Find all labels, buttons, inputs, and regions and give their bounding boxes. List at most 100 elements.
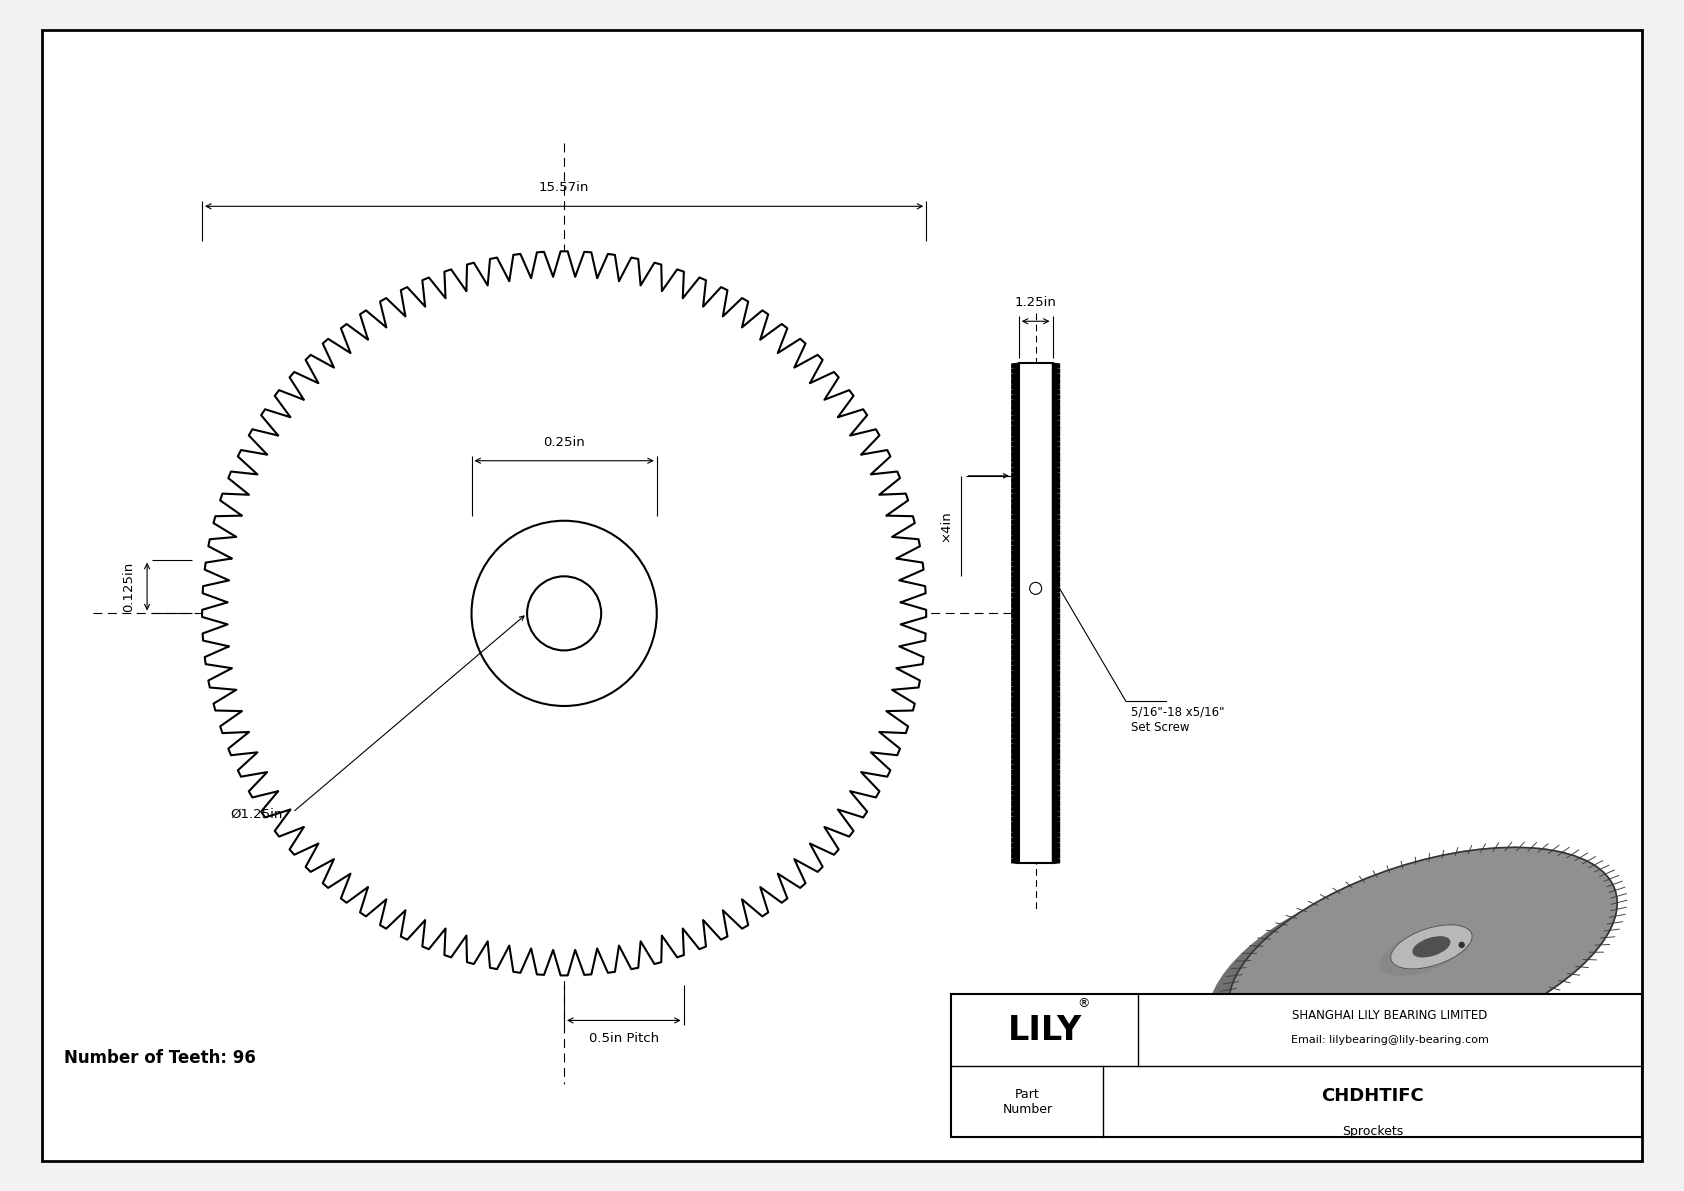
Polygon shape: [1012, 769, 1019, 775]
Polygon shape: [1052, 754, 1059, 760]
Polygon shape: [1052, 436, 1059, 442]
Polygon shape: [1012, 697, 1019, 701]
Polygon shape: [1012, 436, 1019, 442]
Polygon shape: [1012, 442, 1019, 447]
Polygon shape: [1052, 400, 1059, 405]
Polygon shape: [1012, 791, 1019, 796]
Polygon shape: [1012, 473, 1019, 478]
Ellipse shape: [1413, 937, 1450, 956]
Polygon shape: [1012, 499, 1019, 504]
Polygon shape: [1012, 451, 1019, 457]
Polygon shape: [1229, 919, 1615, 1071]
Polygon shape: [1012, 478, 1019, 484]
Polygon shape: [1012, 712, 1019, 717]
Polygon shape: [1012, 837, 1019, 843]
Polygon shape: [1012, 811, 1019, 817]
Polygon shape: [1012, 701, 1019, 707]
Polygon shape: [1012, 692, 1019, 697]
Polygon shape: [1052, 431, 1059, 436]
Polygon shape: [1052, 728, 1059, 734]
Polygon shape: [1012, 405, 1019, 410]
Polygon shape: [1012, 707, 1019, 712]
Polygon shape: [1012, 760, 1019, 765]
Polygon shape: [1052, 749, 1059, 754]
Polygon shape: [1052, 416, 1059, 420]
Polygon shape: [1381, 947, 1467, 975]
Polygon shape: [1012, 644, 1019, 650]
Polygon shape: [202, 251, 926, 975]
Polygon shape: [1052, 457, 1059, 462]
Text: CHDHTIFC: CHDHTIFC: [1322, 1086, 1425, 1105]
Polygon shape: [1052, 822, 1059, 827]
Polygon shape: [1012, 833, 1019, 837]
Polygon shape: [1012, 853, 1019, 859]
Polygon shape: [1012, 420, 1019, 426]
Polygon shape: [1052, 618, 1059, 624]
Polygon shape: [1052, 593, 1059, 598]
Polygon shape: [1012, 650, 1019, 655]
Text: LILY: LILY: [1007, 1014, 1081, 1047]
Ellipse shape: [1229, 847, 1617, 1059]
Polygon shape: [1012, 374, 1019, 379]
Polygon shape: [1052, 550, 1059, 556]
Text: 1.25in: 1.25in: [1015, 297, 1056, 310]
Polygon shape: [1052, 473, 1059, 478]
Polygon shape: [1012, 410, 1019, 416]
Polygon shape: [1052, 379, 1059, 384]
Polygon shape: [1012, 859, 1019, 863]
Polygon shape: [1052, 613, 1059, 618]
Polygon shape: [1052, 671, 1059, 676]
Polygon shape: [1012, 734, 1019, 738]
Polygon shape: [1012, 530, 1019, 535]
Polygon shape: [1012, 550, 1019, 556]
Polygon shape: [1012, 368, 1019, 374]
Polygon shape: [1012, 681, 1019, 686]
Polygon shape: [1012, 576, 1019, 582]
Polygon shape: [1012, 603, 1019, 609]
Polygon shape: [1052, 734, 1059, 738]
Polygon shape: [1052, 451, 1059, 457]
Polygon shape: [1052, 775, 1059, 780]
Polygon shape: [1052, 785, 1059, 791]
Polygon shape: [1012, 587, 1019, 593]
Polygon shape: [1052, 525, 1059, 530]
Polygon shape: [1052, 389, 1059, 394]
Polygon shape: [1012, 467, 1019, 473]
Polygon shape: [1052, 587, 1059, 593]
Polygon shape: [1052, 848, 1059, 853]
Polygon shape: [1052, 405, 1059, 410]
Polygon shape: [1052, 634, 1059, 640]
Polygon shape: [1052, 837, 1059, 843]
Polygon shape: [1052, 545, 1059, 550]
Polygon shape: [1012, 827, 1019, 833]
Polygon shape: [1052, 624, 1059, 629]
Text: ×4in: ×4in: [940, 510, 953, 542]
Polygon shape: [1012, 675, 1019, 681]
Polygon shape: [1012, 519, 1019, 525]
Polygon shape: [1052, 833, 1059, 837]
Polygon shape: [1052, 467, 1059, 473]
Polygon shape: [1052, 686, 1059, 692]
Polygon shape: [1052, 650, 1059, 655]
Polygon shape: [1012, 556, 1019, 561]
Ellipse shape: [1209, 859, 1596, 1071]
Text: Sprockets: Sprockets: [1342, 1125, 1403, 1137]
Polygon shape: [1052, 603, 1059, 609]
Polygon shape: [1052, 817, 1059, 822]
Polygon shape: [1012, 775, 1019, 780]
Polygon shape: [1052, 660, 1059, 666]
Polygon shape: [1012, 629, 1019, 635]
Polygon shape: [1012, 634, 1019, 640]
Polygon shape: [1012, 806, 1019, 811]
Polygon shape: [1012, 561, 1019, 567]
Polygon shape: [1052, 800, 1059, 806]
Polygon shape: [1052, 760, 1059, 765]
Polygon shape: [1052, 410, 1059, 416]
Polygon shape: [1012, 488, 1019, 493]
Polygon shape: [1052, 655, 1059, 660]
Polygon shape: [1012, 493, 1019, 499]
Polygon shape: [1012, 572, 1019, 576]
Polygon shape: [1052, 609, 1059, 613]
Text: 5/16"-18 x5/16"
Set Screw: 5/16"-18 x5/16" Set Screw: [1130, 706, 1224, 734]
Polygon shape: [1052, 853, 1059, 859]
